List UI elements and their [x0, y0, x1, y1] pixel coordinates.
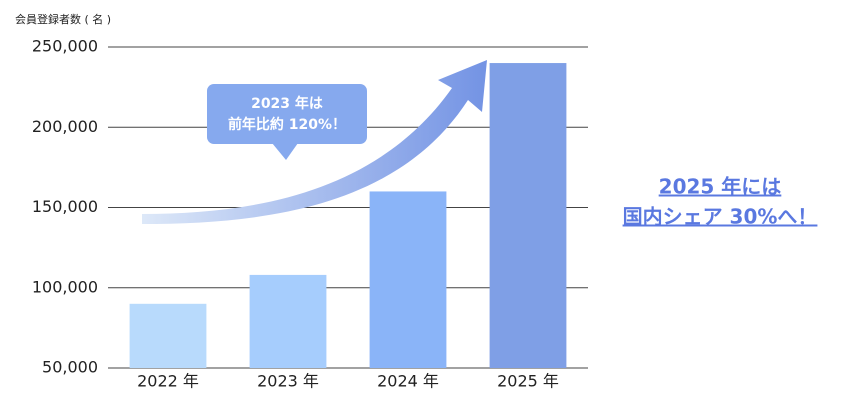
y-tick-label: 200,000 — [32, 117, 98, 136]
x-tick-label: 2025 年 — [497, 372, 559, 391]
bar — [369, 191, 447, 368]
callout: 2023 年は 前年比約 120%！ — [207, 84, 367, 160]
x-tick-label: 2022 年 — [137, 372, 199, 391]
callout-line: 2023 年は — [251, 95, 323, 112]
y-tick-label: 250,000 — [32, 37, 98, 56]
side-note: 2025 年には — [659, 175, 782, 199]
x-tick-label: 2024 年 — [377, 372, 439, 391]
x-tick-label: 2023 年 — [257, 372, 319, 391]
y-tick-label: 150,000 — [32, 197, 98, 216]
side-note: 国内シェア 30%へ！ — [623, 205, 818, 229]
y-axis-title: 会員登録者数 ( 名 ) — [15, 12, 111, 26]
growth-arrow — [142, 60, 487, 224]
y-tick-label: 100,000 — [32, 277, 98, 296]
bar — [489, 63, 567, 369]
callout-tail — [272, 143, 298, 160]
bar — [249, 274, 327, 368]
y-tick-label: 50,000 — [42, 358, 98, 377]
bar — [129, 303, 207, 368]
callout-box — [207, 84, 367, 144]
plot-area: 50,000 100,000 150,000 200,000 250,000 2022 年… — [32, 37, 588, 391]
callout-line: 前年比約 120%！ — [228, 116, 346, 133]
